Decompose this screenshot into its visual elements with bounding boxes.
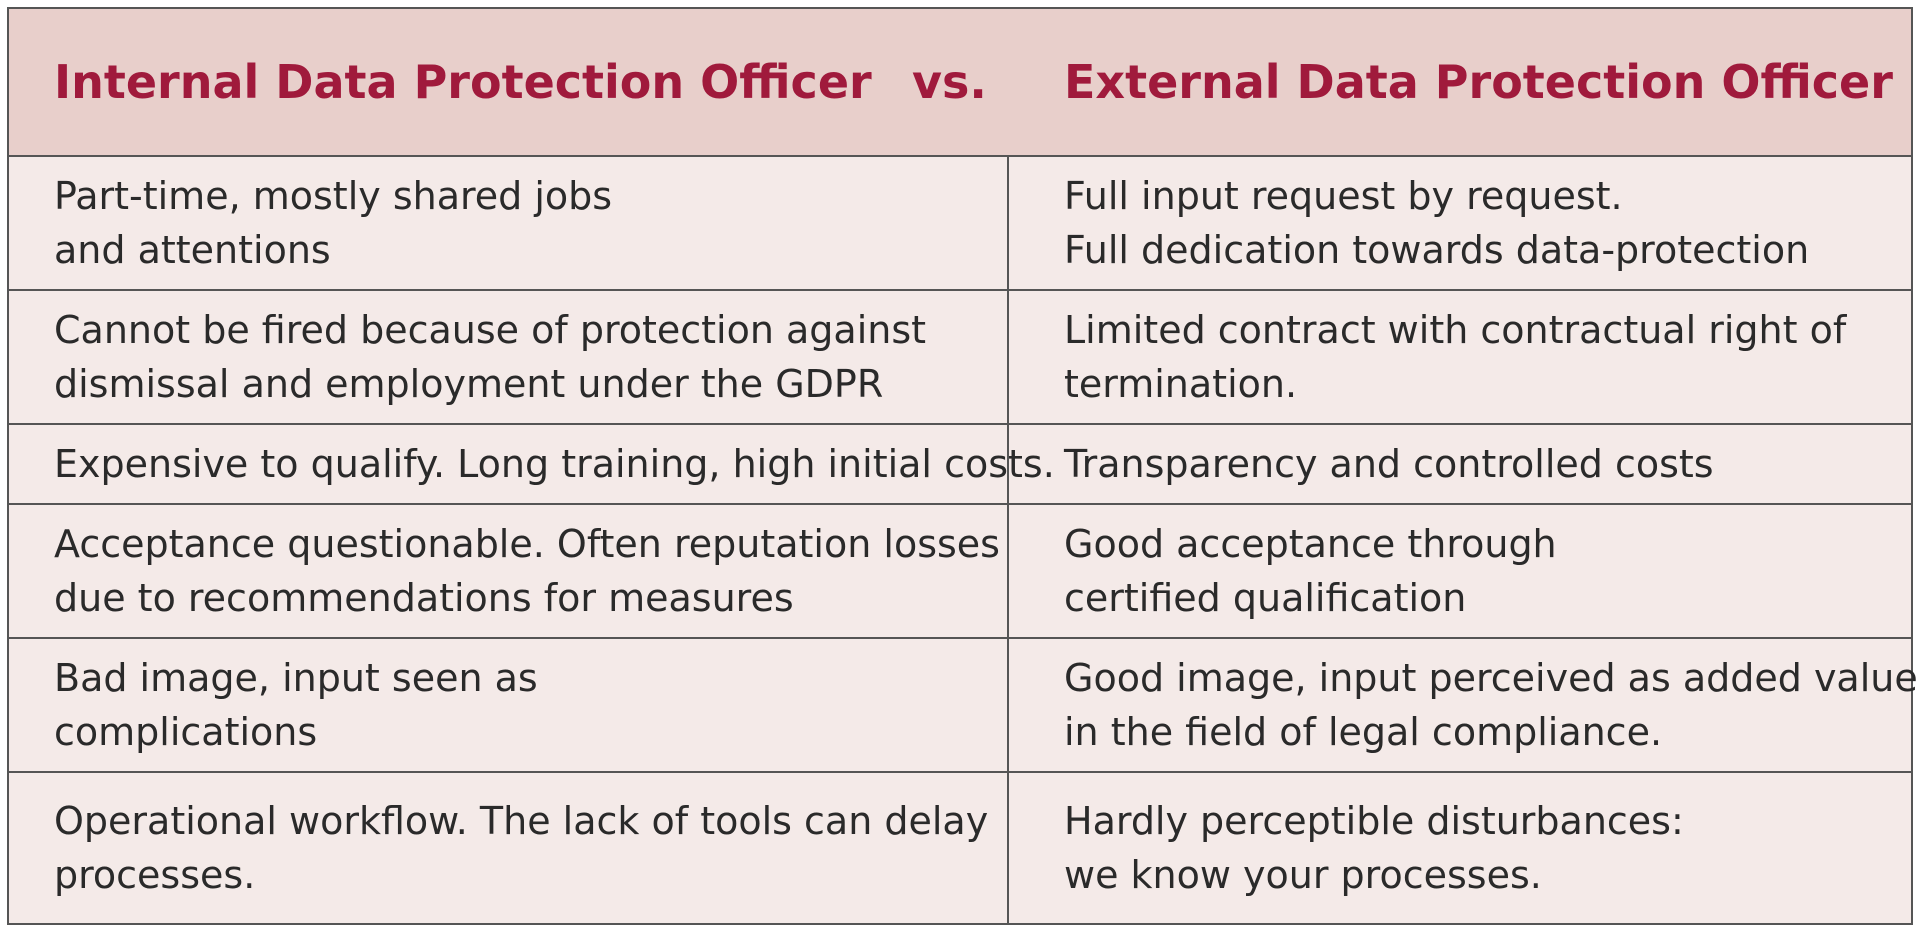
table-row: Operational workflow. The lack of tools … (9, 773, 1911, 923)
table-header: Internal Data Protection Officer vs. Ext… (9, 9, 1911, 157)
internal-cell: Acceptance questionable. Often reputatio… (54, 505, 1000, 637)
external-cell: Full input request by request. Full dedi… (1064, 157, 1904, 289)
external-cell: Good acceptance through certified qualif… (1064, 505, 1904, 637)
table-row: Expensive to qualify. Long training, hig… (9, 425, 1911, 505)
external-cell: Hardly perceptible disturbances: we know… (1064, 773, 1904, 923)
external-text: we know your processes. (1064, 853, 1542, 897)
table-row: Part-time, mostly shared jobs and attent… (9, 157, 1911, 291)
external-cell: Transparency and controlled costs (1064, 425, 1904, 503)
column-divider (1007, 157, 1009, 925)
external-dpo-heading: External Data Protection Officer (1064, 55, 1893, 109)
external-text: Hardly perceptible disturbances: (1064, 799, 1684, 843)
internal-text: Cannot be fired because of protection ag… (54, 308, 927, 352)
table-row: Cannot be fired because of protection ag… (9, 291, 1911, 425)
internal-cell: Part-time, mostly shared jobs and attent… (54, 157, 994, 289)
external-text: Full dedication towards data-protection (1064, 228, 1810, 272)
external-text: certified qualification (1064, 576, 1467, 620)
internal-cell: Expensive to qualify. Long training, hig… (54, 425, 1055, 503)
versus-label: vs. (912, 55, 987, 109)
internal-text: Acceptance questionable. Often reputatio… (54, 522, 1000, 566)
internal-cell: Cannot be fired because of protection ag… (54, 291, 994, 423)
external-text: Good acceptance through (1064, 522, 1557, 566)
internal-text: Expensive to qualify. Long training, hig… (54, 442, 1055, 486)
internal-text: due to recommendations for measures (54, 576, 794, 620)
internal-text: Part-time, mostly shared jobs (54, 174, 613, 218)
external-text: Good image, input perceived as added val… (1064, 656, 1918, 700)
internal-text: complications (54, 710, 318, 754)
external-text: in the field of legal compliance. (1064, 710, 1663, 754)
internal-text: and attentions (54, 228, 331, 272)
internal-cell: Operational workflow. The lack of tools … (54, 773, 994, 923)
external-text: Transparency and controlled costs (1064, 442, 1714, 486)
internal-text: dismissal and employment under the GDPR (54, 362, 884, 406)
internal-dpo-heading: Internal Data Protection Officer (54, 55, 872, 109)
external-text: Limited contract with contractual right … (1064, 308, 1847, 352)
internal-text: Operational workflow. The lack of tools … (54, 799, 989, 843)
internal-text: processes. (54, 853, 256, 897)
internal-text: Bad image, input seen as (54, 656, 538, 700)
comparison-table: Internal Data Protection Officer vs. Ext… (7, 7, 1918, 925)
external-cell: Good image, input perceived as added val… (1064, 639, 1918, 771)
external-cell: Limited contract with contractual right … (1064, 291, 1904, 423)
external-text: Full input request by request. (1064, 174, 1623, 218)
table-row: Bad image, input seen as complications G… (9, 639, 1918, 773)
table-row: Acceptance questionable. Often reputatio… (9, 505, 1911, 639)
external-text: termination. (1064, 362, 1298, 406)
internal-cell: Bad image, input seen as complications (54, 639, 994, 771)
